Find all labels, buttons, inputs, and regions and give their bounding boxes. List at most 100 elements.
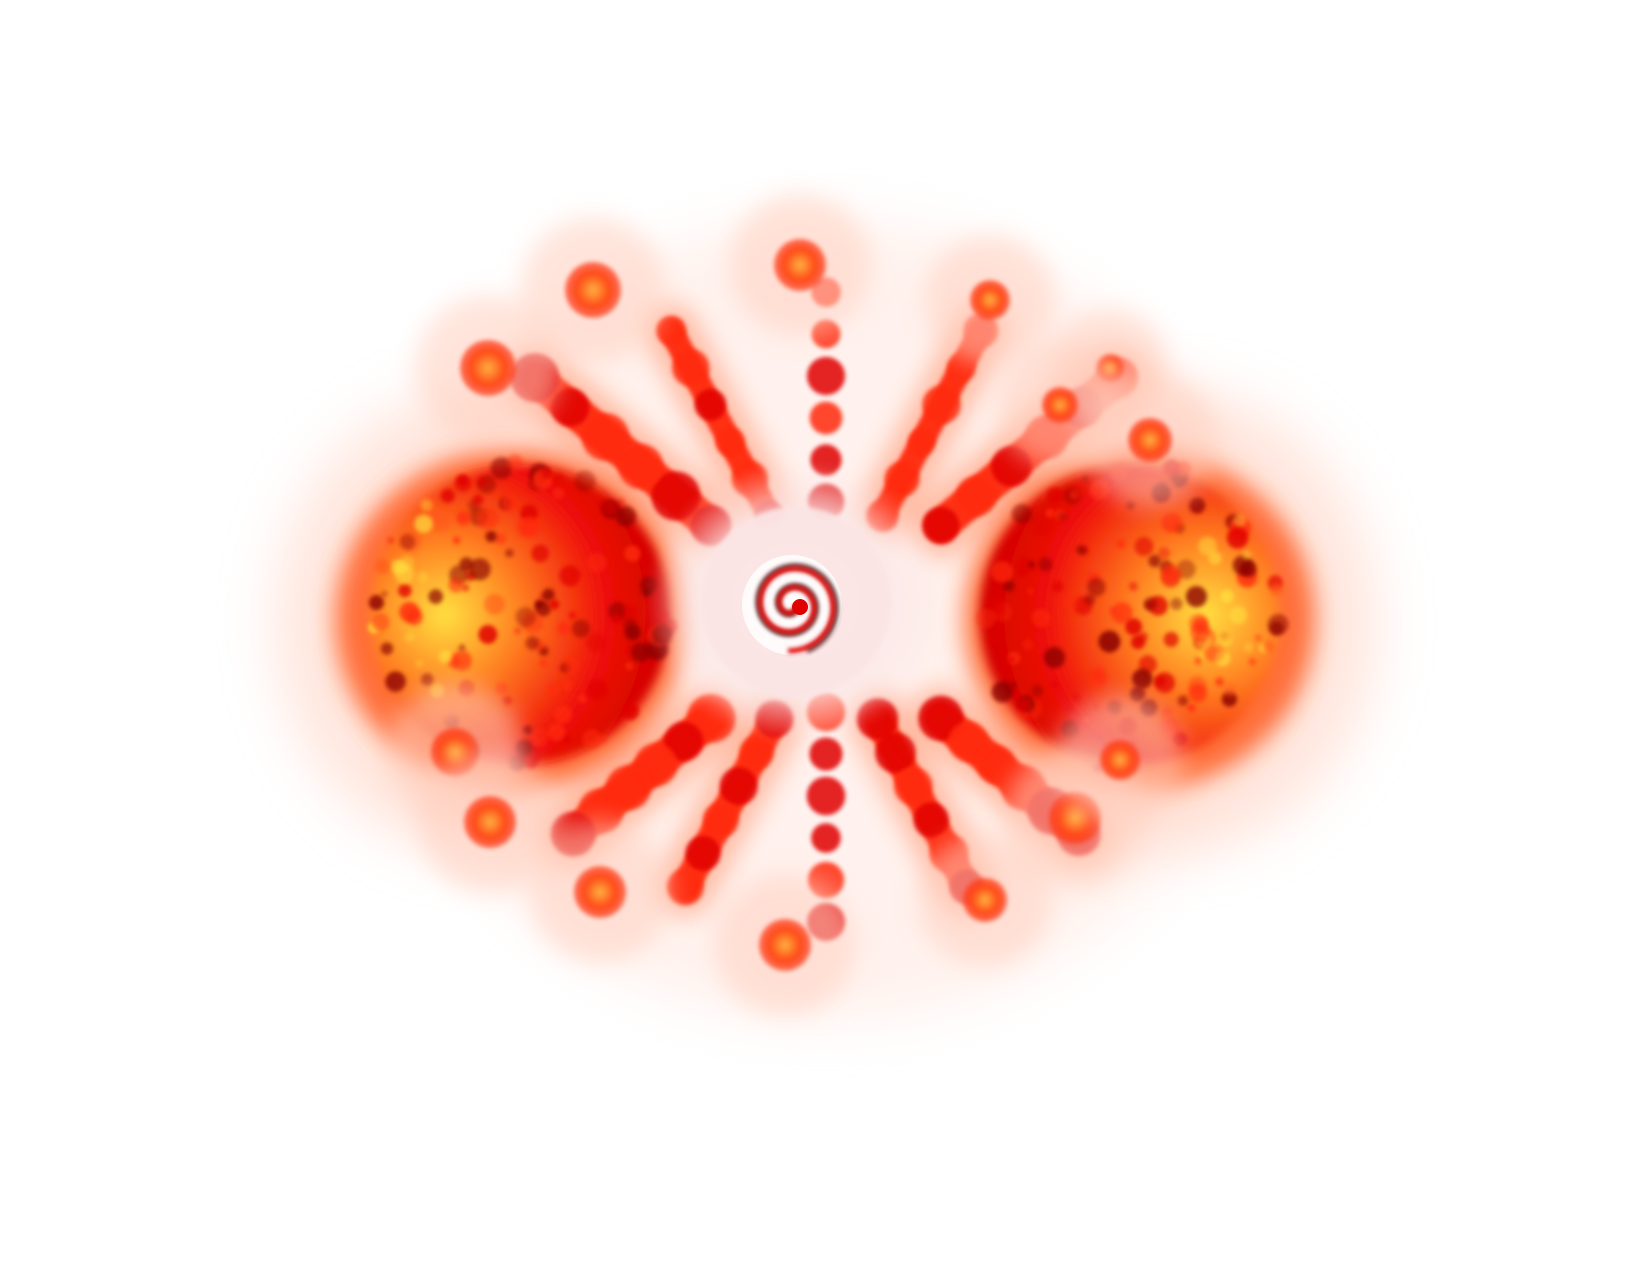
lobe-speckle — [1071, 693, 1081, 703]
lobe-speckle — [514, 627, 522, 635]
lobe-speckle — [553, 472, 564, 483]
ray-segment — [715, 427, 745, 457]
tip-blob — [970, 280, 1010, 320]
ray-segment — [875, 732, 916, 773]
lobe-speckle — [1170, 597, 1183, 610]
lobe-speckle — [602, 501, 618, 517]
ray-segment — [719, 767, 758, 806]
tip-blob — [464, 796, 516, 848]
lobe-speckle — [1043, 647, 1065, 669]
lobe-speckle — [1198, 536, 1217, 556]
lobe-speckle — [438, 650, 452, 664]
lobe-speckle — [368, 595, 384, 611]
ray-segment — [806, 776, 846, 816]
ray-segment — [739, 735, 774, 770]
lobe-speckle — [1069, 489, 1080, 500]
ray-segment — [703, 802, 739, 838]
lobe-speckle — [625, 662, 634, 671]
lobe-speckle — [1207, 644, 1226, 662]
lobe-speckle — [623, 605, 638, 619]
lobe-speckle — [477, 507, 499, 530]
lobe-speckle — [1157, 547, 1171, 560]
lobe-speckle — [521, 716, 529, 724]
lobe-speckle — [506, 454, 523, 471]
lobe-speckle — [501, 494, 519, 511]
lobe-speckle — [484, 593, 505, 615]
lobe-speckle — [1010, 681, 1017, 689]
lobe-speckle — [1022, 639, 1034, 651]
tip-blob — [565, 262, 621, 318]
spiral-center-dot — [792, 599, 808, 615]
tip-blob — [574, 866, 626, 918]
lobe-speckle — [416, 660, 423, 668]
lobe-speckle — [515, 607, 536, 627]
ray-segment — [908, 428, 936, 456]
lobe-speckle — [1011, 503, 1032, 524]
ray-segment — [922, 506, 960, 545]
lobe-speckle — [1187, 703, 1196, 712]
ray-tip-blobs — [386, 194, 1217, 1016]
lobe-speckle — [454, 475, 472, 492]
lobe-speckle — [1208, 551, 1222, 565]
lobe-speckle — [572, 619, 590, 638]
lobe-speckle — [399, 601, 420, 623]
lobe-speckle — [385, 671, 406, 692]
lobe-speckle — [1267, 614, 1289, 635]
ray-segment — [806, 356, 846, 396]
lobe-speckle — [1233, 514, 1246, 528]
lobe-speckle — [414, 514, 433, 533]
lobe-speckle — [1057, 511, 1067, 522]
lobe-speckle — [1087, 577, 1106, 597]
lobe-speckle — [563, 657, 580, 674]
lobe-speckle — [1128, 581, 1138, 591]
lobe-speckle — [1065, 705, 1074, 713]
lobe-speckle — [578, 694, 587, 703]
ray-segment — [809, 401, 843, 435]
ray-segment — [694, 388, 727, 421]
lobe-speckle — [1015, 559, 1032, 576]
lobe-speckle — [374, 558, 390, 574]
lobe-speckle — [458, 644, 466, 652]
lobe-speckle — [1220, 589, 1234, 603]
lobe-speckle — [631, 642, 651, 663]
lobe-speckle — [553, 705, 573, 724]
lobe-speckle — [394, 564, 415, 584]
lobe-speckle — [428, 589, 444, 604]
lobe-speckle — [1138, 631, 1149, 642]
lobe-speckle — [1199, 653, 1206, 660]
lobe-speckle — [976, 608, 996, 629]
lobe-speckle — [540, 659, 547, 667]
lobe-speckle — [1239, 560, 1257, 578]
ray-segment — [991, 446, 1032, 487]
lobe-speckle — [549, 599, 560, 610]
lobe-speckle — [522, 725, 532, 735]
lobe-speckle — [1031, 684, 1044, 697]
lobe-speckle — [1084, 594, 1096, 605]
lobe-speckle — [1215, 677, 1224, 686]
lobe-speckle — [623, 618, 637, 631]
lobe-speckle — [1176, 559, 1196, 580]
lobe-speckle — [547, 683, 560, 697]
lobe-speckle — [399, 534, 416, 550]
lobe-speckle — [1109, 607, 1116, 614]
lobe-speckle — [586, 632, 606, 653]
lobe-speckle — [562, 735, 571, 744]
lobe-speckle — [1038, 557, 1053, 572]
ray-segment — [884, 461, 920, 497]
lobe-speckle — [1116, 539, 1125, 549]
lobe-speckle — [1189, 497, 1206, 514]
ray-segment — [581, 413, 630, 461]
lobe-speckle — [1125, 618, 1143, 636]
lobe-speckle — [542, 588, 555, 602]
lobe-speckle — [1050, 680, 1059, 689]
lobe-speckle — [448, 577, 464, 593]
lobe-speckle — [405, 632, 415, 642]
lobe-speckle — [1243, 642, 1254, 653]
lobe-speckle — [1051, 580, 1064, 593]
lobe-speckle — [1032, 515, 1054, 537]
lobe-speckle — [456, 510, 471, 526]
lobe-speckle — [468, 558, 491, 581]
lobe-speckle — [1148, 554, 1161, 568]
lobe-speckle — [557, 621, 571, 635]
ray-segment — [948, 721, 989, 762]
